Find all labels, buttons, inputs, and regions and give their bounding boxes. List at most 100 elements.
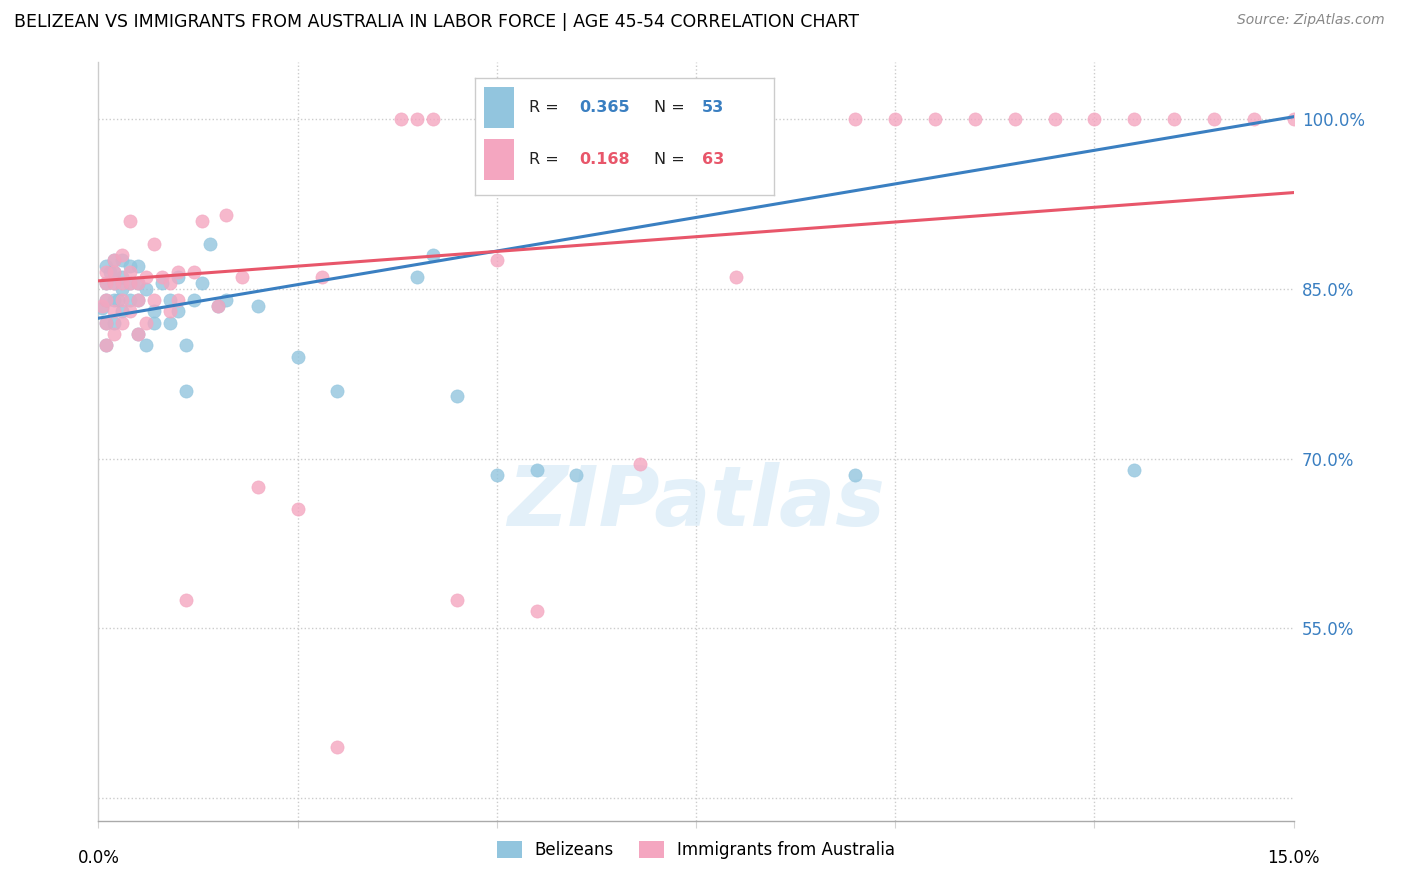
Point (96, 338, 118, 352)
Point (1123, 463, 1146, 477)
Point (844, 468, 866, 483)
Point (1004, 112, 1026, 126)
Point (127, 326, 149, 341)
Point (174, 384, 197, 398)
Point (127, 293, 149, 307)
Point (159, 316, 181, 330)
Point (143, 304, 166, 318)
Point (246, 299, 269, 313)
Point (215, 208, 238, 222)
Point (127, 276, 149, 290)
Point (844, 112, 866, 126)
Point (174, 593, 197, 607)
Point (120, 304, 142, 318)
Point (111, 316, 134, 330)
Point (98, 265, 122, 279)
Point (127, 259, 149, 273)
Point (884, 112, 907, 126)
Point (207, 299, 229, 313)
Point (111, 253, 134, 268)
Point (135, 316, 157, 330)
Point (287, 502, 309, 516)
Point (111, 282, 134, 296)
Point (311, 270, 333, 285)
Point (174, 338, 197, 352)
Point (143, 236, 166, 251)
Point (183, 265, 205, 279)
Text: Source: ZipAtlas.com: Source: ZipAtlas.com (1237, 13, 1385, 28)
Point (111, 270, 134, 285)
Point (1243, 112, 1265, 126)
Point (150, 276, 173, 290)
Point (96, 316, 118, 330)
Point (135, 270, 157, 285)
Point (183, 293, 205, 307)
Point (159, 293, 181, 307)
Point (96, 338, 118, 352)
Point (1282, 112, 1305, 126)
Point (246, 480, 269, 494)
Point (167, 304, 190, 318)
Point (422, 112, 444, 126)
Point (96, 259, 118, 273)
Point (406, 270, 429, 285)
Point (159, 276, 181, 290)
Point (96, 276, 118, 290)
Point (96, 265, 118, 279)
Point (167, 265, 190, 279)
Point (103, 316, 125, 330)
Point (685, 112, 707, 126)
Point (103, 265, 125, 279)
Point (406, 112, 429, 126)
Point (207, 299, 229, 313)
Point (111, 293, 134, 307)
Point (127, 276, 149, 290)
Point (231, 270, 253, 285)
Point (143, 316, 166, 330)
Point (628, 457, 651, 471)
Point (96, 293, 118, 307)
Point (1163, 112, 1185, 126)
Point (91, 299, 114, 313)
Point (120, 259, 142, 273)
Point (167, 270, 190, 285)
Point (120, 276, 142, 290)
Point (485, 468, 508, 483)
Point (103, 293, 125, 307)
Point (103, 253, 125, 268)
Text: BELIZEAN VS IMMIGRANTS FROM AUSTRALIA IN LABOR FORCE | AGE 45-54 CORRELATION CHA: BELIZEAN VS IMMIGRANTS FROM AUSTRALIA IN… (14, 13, 859, 31)
Point (446, 593, 468, 607)
Point (159, 304, 181, 318)
Point (127, 326, 149, 341)
Point (167, 293, 190, 307)
Point (191, 214, 214, 228)
Point (103, 304, 125, 318)
Point (103, 326, 125, 341)
Point (1083, 112, 1105, 126)
Point (135, 338, 157, 352)
Text: 0.0%: 0.0% (77, 849, 120, 867)
Point (1123, 112, 1146, 126)
Point (96, 293, 118, 307)
Point (581, 112, 603, 126)
Point (120, 214, 142, 228)
Point (107, 293, 129, 307)
Point (526, 463, 548, 477)
Point (111, 248, 134, 262)
Point (924, 112, 946, 126)
Point (96, 276, 118, 290)
Point (120, 276, 142, 290)
Point (485, 253, 508, 268)
Point (120, 265, 142, 279)
Point (389, 112, 412, 126)
Point (120, 293, 142, 307)
Point (111, 304, 134, 318)
Point (422, 248, 444, 262)
Point (198, 236, 221, 251)
Point (326, 384, 349, 398)
Point (111, 276, 134, 290)
Point (1322, 112, 1344, 126)
Point (96, 316, 118, 330)
Point (326, 740, 349, 755)
Point (127, 293, 149, 307)
